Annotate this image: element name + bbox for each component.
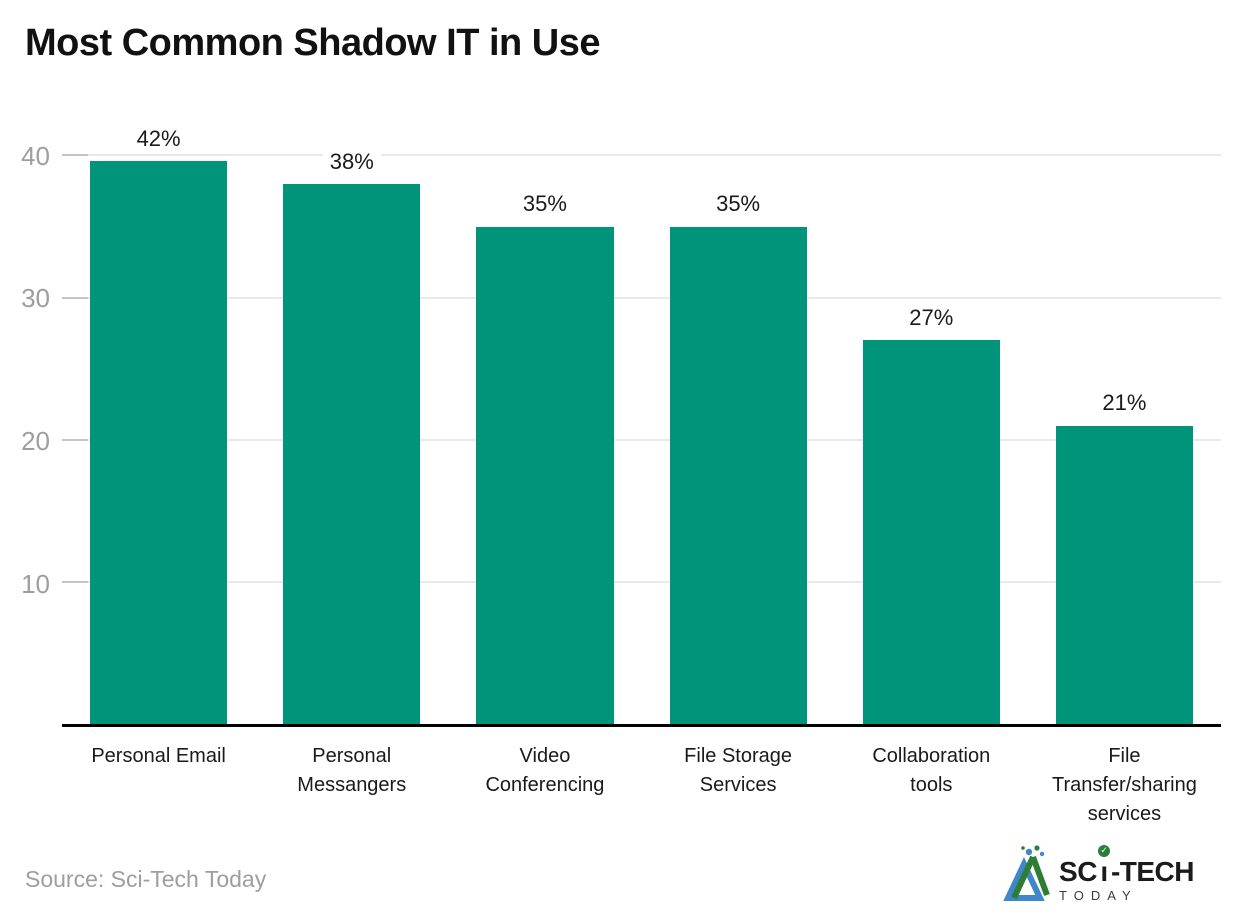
logo-brand-suffix: -TECH: [1110, 855, 1195, 887]
logo-brand-prefix: SC: [1059, 855, 1097, 887]
x-tick-label: File Transfer/sharing services: [1052, 745, 1197, 825]
x-tick-label: Video Conferencing: [485, 745, 605, 796]
bar-slot: 42%: [62, 126, 255, 724]
y-tick-label: 30: [21, 283, 50, 314]
logo-letter-i: ✓ ı: [1097, 844, 1110, 887]
gridline: [62, 296, 1221, 299]
bar: [669, 226, 807, 724]
logo-wordmark: SC ✓ ı -TECH TODAY: [1059, 844, 1195, 903]
x-tick-label: Personal Email: [91, 745, 226, 767]
bar: [862, 340, 1000, 724]
gridline: [62, 580, 1221, 583]
bar: [1055, 425, 1194, 724]
y-tick-label: 20: [21, 426, 50, 457]
logo-i-stem: ı: [1100, 855, 1108, 887]
check-icon: ✓: [1097, 844, 1110, 857]
x-tick-label: Personal Messangers: [297, 745, 407, 796]
bar-value-label: 27%: [902, 305, 961, 331]
bar-value-label: 38%: [322, 149, 381, 174]
plot-area: 42% 38% 35% 35% 27% 21%: [62, 126, 1221, 727]
bar-slot: 35%: [642, 127, 835, 724]
bar-slot: 38%: [255, 127, 448, 724]
bar: [283, 183, 421, 724]
gridline: [62, 438, 1221, 441]
x-tick-label: Collaboration tools: [872, 745, 991, 796]
y-axis: 10 20 30 40: [0, 127, 50, 727]
sci-tech-today-logo: SC ✓ ı -TECH TODAY: [1001, 843, 1195, 903]
bar-value-label: 35%: [515, 192, 574, 217]
bar-value-label: 21%: [1095, 391, 1154, 416]
x-tick-label: File Storage Services: [684, 745, 793, 796]
bar: [90, 161, 228, 724]
logo-brand-line: SC ✓ ı -TECH: [1059, 844, 1195, 887]
x-axis-labels: Personal Email Personal Messangers Video Con…: [62, 742, 1221, 829]
gridline: [62, 154, 1221, 157]
bar-slot: 35%: [448, 127, 641, 724]
bar-value-label: 42%: [129, 126, 188, 152]
bars-layer: 42% 38% 35% 35% 27% 21%: [62, 126, 1221, 724]
y-tick-label: 10: [21, 569, 50, 600]
bar-slot: 21%: [1028, 127, 1221, 724]
source-note: Source: Sci-Tech Today: [25, 866, 267, 892]
y-tick-label: 40: [21, 140, 50, 171]
bar-slot: 27%: [835, 127, 1028, 724]
logo-mountain-icon: [1003, 845, 1050, 901]
gridlines-layer: [62, 127, 1221, 724]
chart-title: Most Common Shadow IT in Use: [25, 22, 601, 64]
bar: [476, 226, 614, 724]
logo-subtitle: TODAY: [1059, 887, 1138, 903]
bar-value-label: 35%: [709, 192, 768, 217]
